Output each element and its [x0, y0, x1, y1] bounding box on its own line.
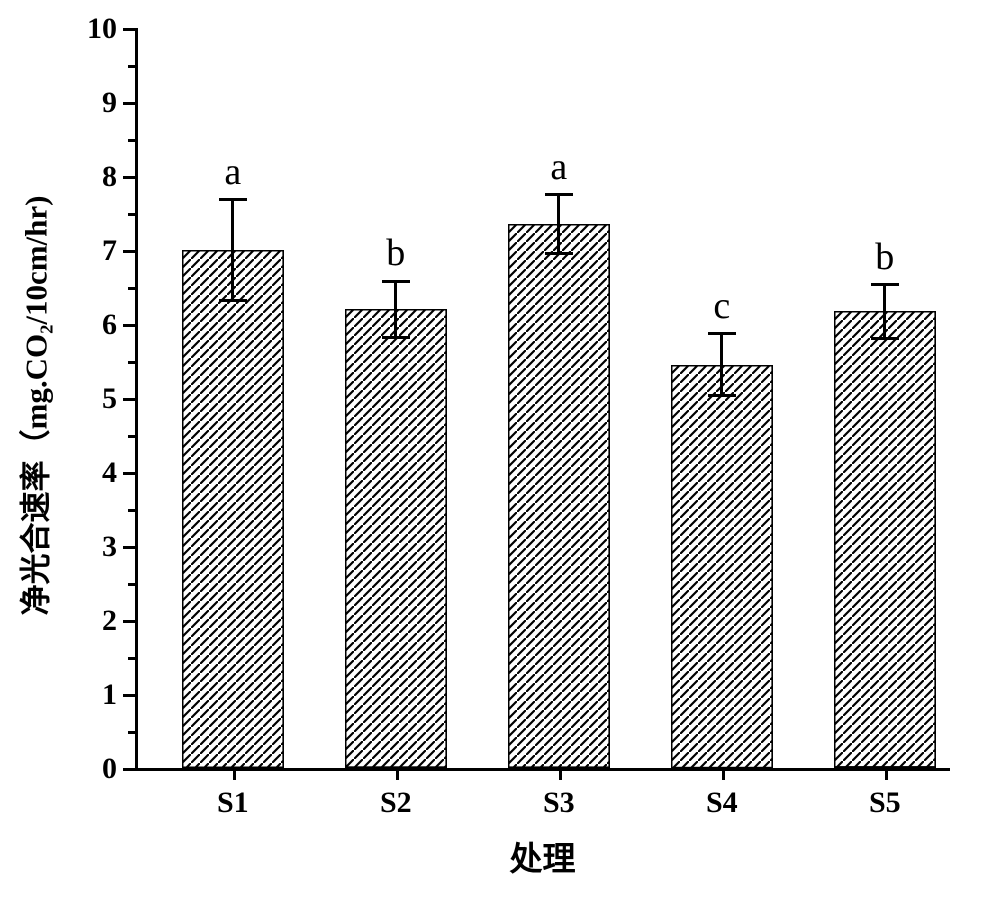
y-tick — [123, 398, 135, 401]
errorbar-stem — [557, 195, 560, 254]
y-tick-label: 8 — [57, 160, 117, 194]
y-tick — [123, 250, 135, 253]
significance-letter: b — [855, 235, 915, 279]
significance-letter: a — [203, 150, 263, 194]
y-axis-title: 净光合速率（mg.CO₂/10cm/hr) — [11, 35, 56, 775]
y-tick-label: 4 — [57, 456, 117, 490]
y-minor-tick — [128, 65, 135, 68]
y-tick-label: 9 — [57, 86, 117, 120]
errorbar-cap-bottom — [382, 336, 410, 339]
bar — [345, 309, 447, 768]
y-minor-tick — [128, 139, 135, 142]
x-tick — [885, 768, 888, 780]
errorbar-cap-bottom — [708, 394, 736, 397]
errorbar-cap-top — [871, 283, 899, 286]
x-tick — [233, 768, 236, 780]
y-minor-tick — [128, 213, 135, 216]
bar — [671, 365, 773, 768]
y-axis-line — [135, 28, 138, 771]
errorbar-cap-top — [708, 332, 736, 335]
y-minor-tick — [128, 731, 135, 734]
y-tick-label: 1 — [57, 678, 117, 712]
x-tick-label: S3 — [499, 786, 619, 820]
errorbar-stem — [883, 285, 886, 338]
y-tick-label: 10 — [57, 12, 117, 46]
x-axis-title: 处理 — [443, 832, 643, 880]
x-tick — [559, 768, 562, 780]
y-minor-tick — [128, 361, 135, 364]
bar — [834, 311, 936, 768]
errorbar-cap-bottom — [871, 337, 899, 340]
y-tick — [123, 546, 135, 549]
errorbar-stem — [394, 281, 397, 337]
x-tick-label: S2 — [336, 786, 456, 820]
photosynthesis-bar-chart: 净光合速率（mg.CO₂/10cm/hr) 处理 0 1 2 3 4 5 6 7 8 9 10 S1 S… — [0, 0, 1000, 905]
errorbar-stem — [231, 200, 234, 301]
y-minor-tick — [128, 435, 135, 438]
errorbar-stem — [720, 334, 723, 396]
significance-letter: b — [366, 231, 426, 275]
y-tick — [123, 472, 135, 475]
y-tick-label: 0 — [57, 752, 117, 786]
y-tick-label: 3 — [57, 530, 117, 564]
x-tick-label: S1 — [173, 786, 293, 820]
y-tick-label: 6 — [57, 308, 117, 342]
y-tick-label: 2 — [57, 604, 117, 638]
y-tick — [123, 28, 135, 31]
y-minor-tick — [128, 509, 135, 512]
x-tick — [722, 768, 725, 780]
x-tick — [396, 768, 399, 780]
y-minor-tick — [128, 287, 135, 290]
y-tick — [123, 768, 135, 771]
errorbar-cap-top — [545, 193, 573, 196]
y-tick — [123, 324, 135, 327]
x-tick-label: S4 — [662, 786, 782, 820]
y-tick — [123, 694, 135, 697]
errorbar-cap-top — [382, 280, 410, 283]
y-minor-tick — [128, 583, 135, 586]
y-tick — [123, 620, 135, 623]
y-tick-label: 5 — [57, 382, 117, 416]
y-tick — [123, 102, 135, 105]
y-tick-label: 7 — [57, 234, 117, 268]
y-tick — [123, 176, 135, 179]
y-minor-tick — [128, 657, 135, 660]
x-tick-label: S5 — [825, 786, 945, 820]
x-axis-line — [135, 768, 950, 771]
significance-letter: a — [529, 145, 589, 189]
errorbar-cap-top — [219, 198, 247, 201]
errorbar-cap-bottom — [219, 299, 247, 302]
significance-letter: c — [692, 284, 752, 328]
bar — [508, 224, 610, 768]
errorbar-cap-bottom — [545, 252, 573, 255]
bar — [182, 250, 284, 768]
